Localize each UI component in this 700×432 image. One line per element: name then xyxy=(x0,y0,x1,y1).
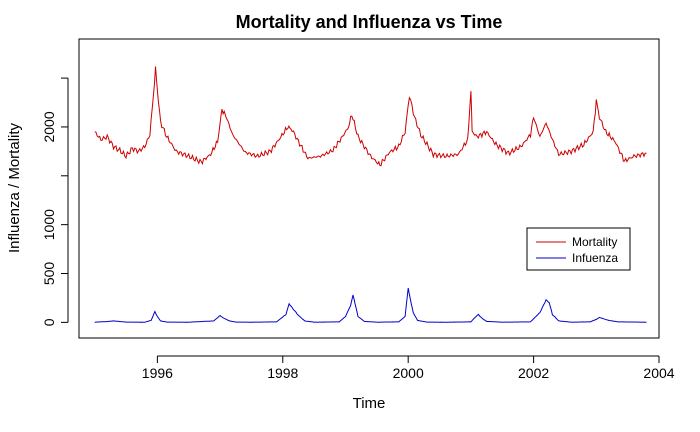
x-tick-label: 1998 xyxy=(267,365,298,381)
y-tick-label: 2000 xyxy=(41,111,57,142)
x-tick-label: 1996 xyxy=(142,365,173,381)
series-group xyxy=(94,66,647,323)
legend-label-mortality: Mortality xyxy=(572,235,617,249)
x-tick-label: 2000 xyxy=(393,365,424,381)
legend-box xyxy=(526,227,631,271)
y-tick-label: 1000 xyxy=(41,209,57,240)
plot-frame xyxy=(78,38,660,339)
y-axis-label: Influenza / Mortality xyxy=(6,122,23,253)
x-tick-label: 2004 xyxy=(643,365,674,381)
series-line-mortality xyxy=(94,66,647,167)
x-tick-label: 2002 xyxy=(518,365,549,381)
series-line-influenza xyxy=(94,287,647,323)
y-tick-label: 0 xyxy=(41,318,57,326)
y-tick-label: 500 xyxy=(41,262,57,286)
legend-label-influenza: Infuenza xyxy=(572,251,618,265)
legend: Mortality Infuenza xyxy=(526,227,631,271)
x-axis-label: Time xyxy=(353,395,386,412)
chart-title: Mortality and Influenza vs Time xyxy=(236,12,503,32)
x-axis: 1996 1998 2000 2002 2004 xyxy=(142,355,675,381)
y-axis: 0 500 1000 2000 xyxy=(41,77,69,326)
